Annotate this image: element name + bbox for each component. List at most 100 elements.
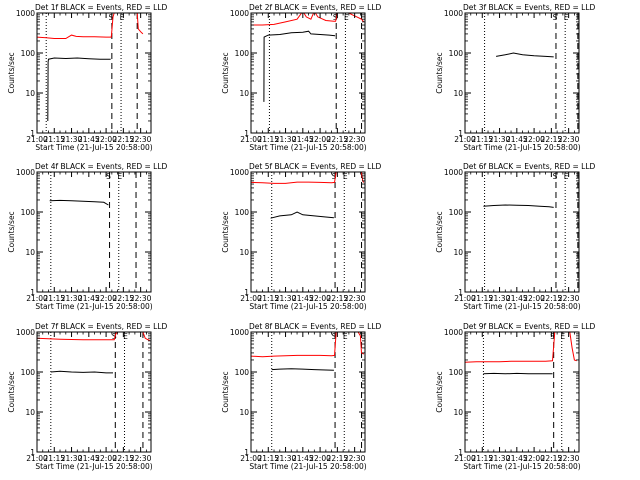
lld-series-tail [348, 13, 365, 23]
y-axis-label: Counts/sec [221, 211, 230, 252]
marker-label-s: S [106, 172, 111, 181]
x-axis-label: Start Time (21-Jul-15 20:58:00) [35, 462, 152, 471]
marker-label-s: S [553, 13, 558, 22]
lld-series-line [37, 13, 115, 39]
lld-series-line [251, 172, 337, 184]
y-tick-label: 1 [458, 448, 463, 457]
x-tick-label: 21:15 [257, 294, 279, 303]
x-tick-label: 21:15 [43, 294, 65, 303]
chart-title: Det 9f BLACK = Events, RED = LLD [463, 322, 596, 331]
plot-frame [36, 12, 152, 134]
marker-label-s: S [333, 13, 338, 22]
y-tick-label: 100 [449, 208, 464, 217]
y-tick-label: 1000 [16, 168, 35, 177]
x-tick-label: 21:30 [61, 135, 83, 144]
x-tick-label: 21:15 [43, 454, 65, 463]
x-tick-label: 22:15 [327, 135, 349, 144]
x-tick-label: 21:45 [506, 294, 528, 303]
x-tick-label: 22:30 [130, 294, 152, 303]
y-tick-label: 10 [239, 248, 249, 257]
y-tick-label: 100 [21, 368, 36, 377]
plot-frame [250, 171, 366, 293]
plot-frame [464, 171, 580, 293]
x-tick-label: 21:30 [489, 135, 511, 144]
x-tick-label: 21:00 [240, 294, 262, 303]
y-tick-label: 100 [449, 49, 464, 58]
x-axis-label: Start Time (21-Jul-15 20:58:00) [463, 143, 580, 152]
lld-series-line [465, 332, 556, 363]
x-tick-label: 21:15 [471, 454, 493, 463]
events-series-line [270, 211, 334, 219]
x-tick-label: 21:30 [275, 135, 297, 144]
x-tick-label: 22:30 [344, 294, 366, 303]
x-tick-label: 21:45 [506, 454, 528, 463]
marker-label-e: E [117, 172, 122, 181]
marker-label-e: E [120, 13, 125, 22]
marker-label-s: S [553, 172, 558, 181]
x-tick-label: 21:00 [240, 135, 262, 144]
events-series-line [483, 204, 554, 208]
lld-series-tail [357, 332, 365, 355]
x-tick-label: 21:15 [257, 454, 279, 463]
y-tick-label: 10 [239, 89, 249, 98]
y-tick-label: 1 [30, 288, 35, 297]
plot-frame [464, 12, 580, 134]
x-axis-label: Start Time (21-Jul-15 20:58:00) [35, 302, 152, 311]
x-tick-label: 21:30 [275, 294, 297, 303]
y-tick-label: 1000 [16, 328, 35, 337]
x-tick-label: 21:45 [292, 294, 314, 303]
x-tick-label: 21:00 [26, 294, 48, 303]
y-tick-label: 1000 [230, 168, 249, 177]
x-tick-label: 22:00 [95, 294, 117, 303]
events-series-line [49, 199, 109, 206]
x-tick-label: 22:30 [130, 454, 152, 463]
marker-label-e: E [344, 13, 349, 22]
chart-title: Det 8f BLACK = Events, RED = LLD [249, 322, 382, 331]
y-tick-label: 1 [244, 448, 249, 457]
plot-frame [464, 331, 580, 453]
plot-frame [36, 171, 152, 293]
y-tick-label: 1000 [444, 328, 463, 337]
x-tick-label: 22:30 [558, 454, 580, 463]
x-tick-label: 22:00 [309, 294, 331, 303]
y-tick-label: 100 [21, 208, 36, 217]
y-axis-label: Counts/sec [435, 371, 444, 412]
x-tick-label: 22:30 [558, 294, 580, 303]
plot-frame [250, 12, 366, 134]
x-tick-label: 22:00 [523, 135, 545, 144]
y-tick-label: 100 [235, 208, 250, 217]
x-axis-label: Start Time (21-Jul-15 20:58:00) [35, 143, 152, 152]
chart-title: Det 7f BLACK = Events, RED = LLD [35, 322, 168, 331]
y-tick-label: 1 [30, 448, 35, 457]
x-tick-label: 22:00 [95, 135, 117, 144]
chart-title: Det 1f BLACK = Events, RED = LLD [35, 3, 168, 12]
x-tick-label: 21:15 [43, 135, 65, 144]
marker-label-s: S [112, 332, 117, 341]
x-tick-label: 21:30 [489, 294, 511, 303]
data-lines [465, 332, 577, 375]
chart-title: Det 4f BLACK = Events, RED = LLD [35, 162, 168, 171]
x-tick-label: 21:30 [489, 454, 511, 463]
y-tick-label: 1000 [16, 9, 35, 18]
x-tick-label: 21:00 [454, 454, 476, 463]
x-tick-label: 21:15 [257, 135, 279, 144]
x-tick-label: 22:15 [541, 454, 563, 463]
y-tick-label: 100 [21, 49, 36, 58]
x-tick-label: 21:45 [506, 135, 528, 144]
y-axis-label: Counts/sec [221, 371, 230, 412]
x-tick-label: 21:00 [26, 454, 48, 463]
x-tick-label: 21:00 [454, 135, 476, 144]
marker-label-s: S [332, 332, 337, 341]
x-tick-label: 22:00 [309, 135, 331, 144]
x-tick-label: 22:15 [327, 454, 349, 463]
marker-label-s: S [550, 332, 555, 341]
